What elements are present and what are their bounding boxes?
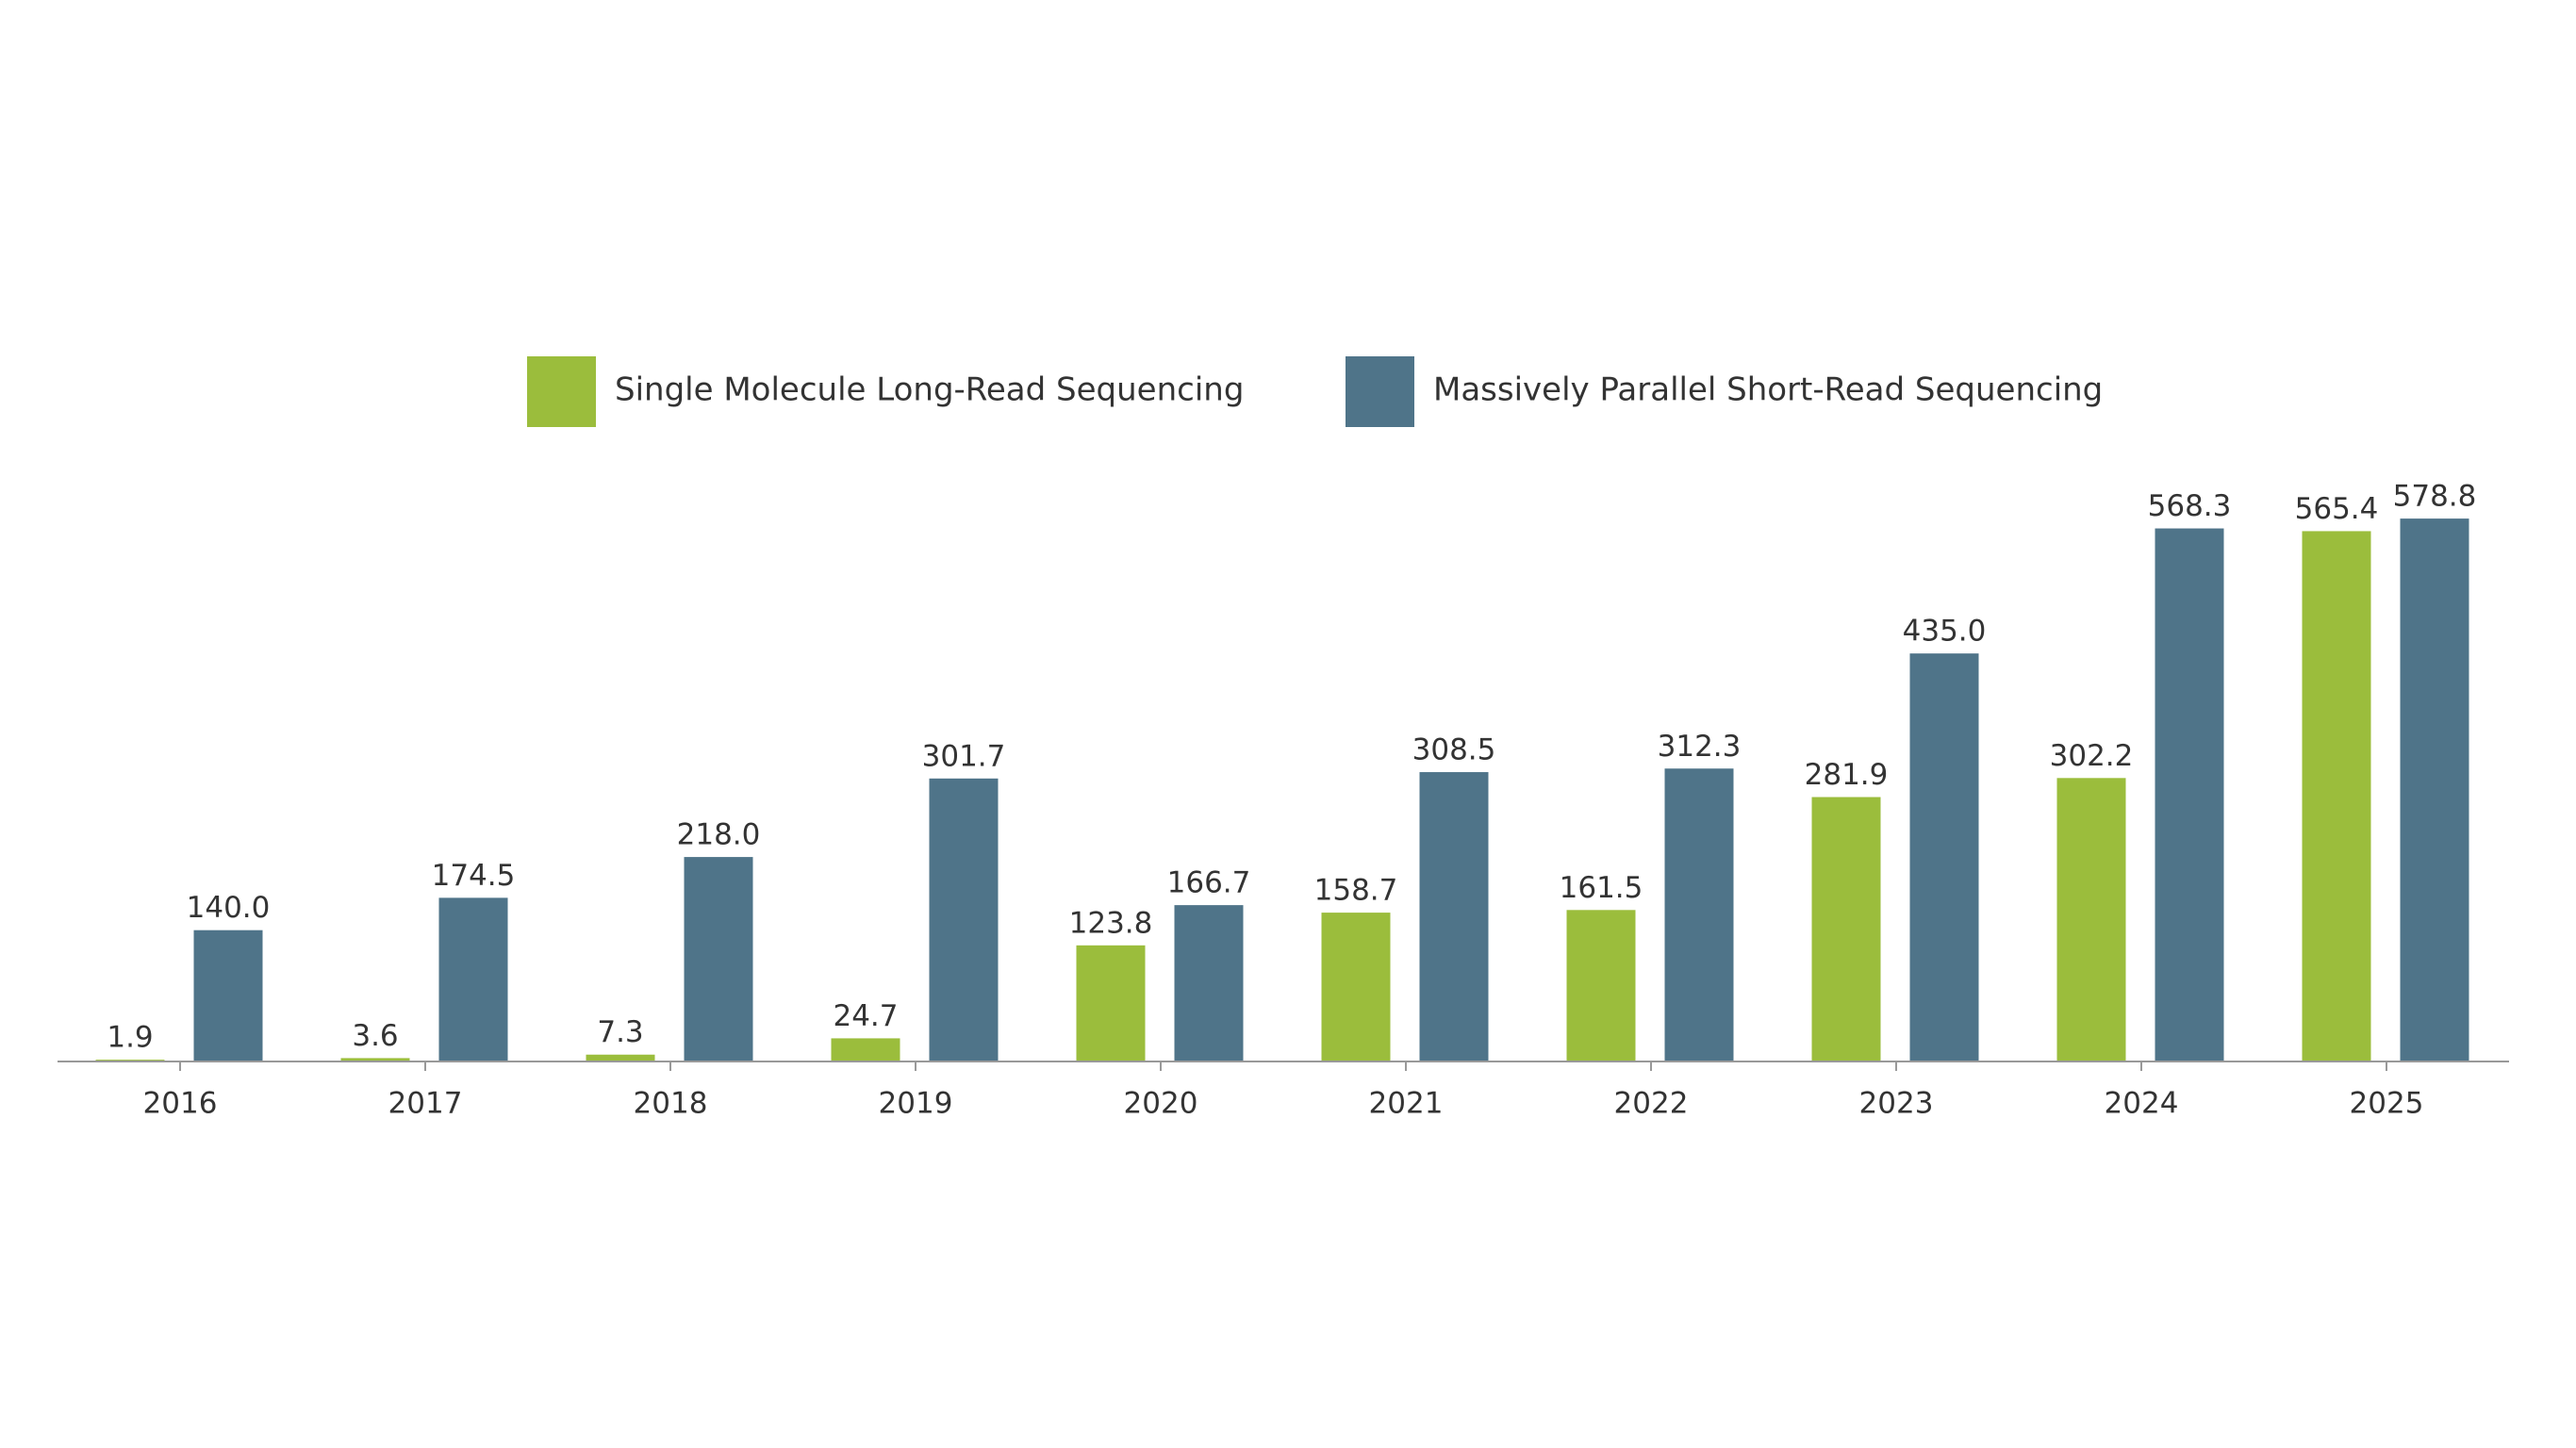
bar xyxy=(1566,910,1636,1061)
bar xyxy=(1419,772,1489,1061)
bar xyxy=(1174,905,1244,1061)
x-tick-label: 2019 xyxy=(879,1087,953,1121)
bar xyxy=(929,778,999,1061)
value-label: 24.7 xyxy=(833,999,898,1033)
value-label: 308.5 xyxy=(1412,733,1496,767)
bar xyxy=(1321,913,1391,1061)
legend-label: Massively Parallel Short-Read Sequencing xyxy=(1433,371,2103,409)
legend-swatch xyxy=(527,356,596,427)
x-tick-label: 2025 xyxy=(2350,1087,2424,1121)
bar xyxy=(438,897,508,1061)
value-label: 568.3 xyxy=(2148,489,2232,523)
bar xyxy=(2400,518,2469,1061)
x-tick-label: 2024 xyxy=(2105,1087,2179,1121)
x-tick-label: 2017 xyxy=(388,1087,463,1121)
value-label: 302.2 xyxy=(2050,739,2134,773)
bar xyxy=(586,1054,655,1061)
value-label: 7.3 xyxy=(597,1015,643,1049)
value-label: 158.7 xyxy=(1314,874,1398,908)
value-label: 218.0 xyxy=(677,818,761,852)
bar xyxy=(193,930,263,1061)
x-tick-label: 2023 xyxy=(1859,1087,1934,1121)
x-tick-label: 2018 xyxy=(634,1087,708,1121)
value-label: 166.7 xyxy=(1167,866,1251,900)
legend-swatch xyxy=(1346,356,1414,427)
bar xyxy=(1664,768,1734,1061)
bar xyxy=(1909,653,1979,1061)
x-tick-label: 2021 xyxy=(1369,1087,1444,1121)
value-label: 312.3 xyxy=(1658,730,1742,764)
value-label: 174.5 xyxy=(432,859,516,893)
bar xyxy=(684,857,753,1061)
x-tick-label: 2020 xyxy=(1124,1087,1198,1121)
bar xyxy=(2155,528,2224,1061)
bar xyxy=(2302,531,2371,1061)
value-label: 161.5 xyxy=(1560,871,1643,905)
value-label: 565.4 xyxy=(2295,492,2379,526)
bar xyxy=(1076,945,1146,1061)
x-tick-label: 2016 xyxy=(143,1087,218,1121)
x-tick-label: 2022 xyxy=(1614,1087,1689,1121)
value-label: 1.9 xyxy=(107,1021,153,1055)
bar xyxy=(340,1058,410,1061)
value-label: 281.9 xyxy=(1805,758,1889,792)
bar xyxy=(2056,778,2126,1061)
value-label: 435.0 xyxy=(1903,615,1987,649)
bar xyxy=(1811,797,1881,1061)
value-label: 3.6 xyxy=(352,1019,398,1053)
bar xyxy=(831,1038,900,1061)
value-label: 578.8 xyxy=(2393,480,2477,514)
legend-label: Single Molecule Long-Read Sequencing xyxy=(615,371,1244,409)
value-label: 140.0 xyxy=(187,891,271,925)
value-label: 123.8 xyxy=(1069,906,1153,940)
value-label: 301.7 xyxy=(922,739,1006,773)
